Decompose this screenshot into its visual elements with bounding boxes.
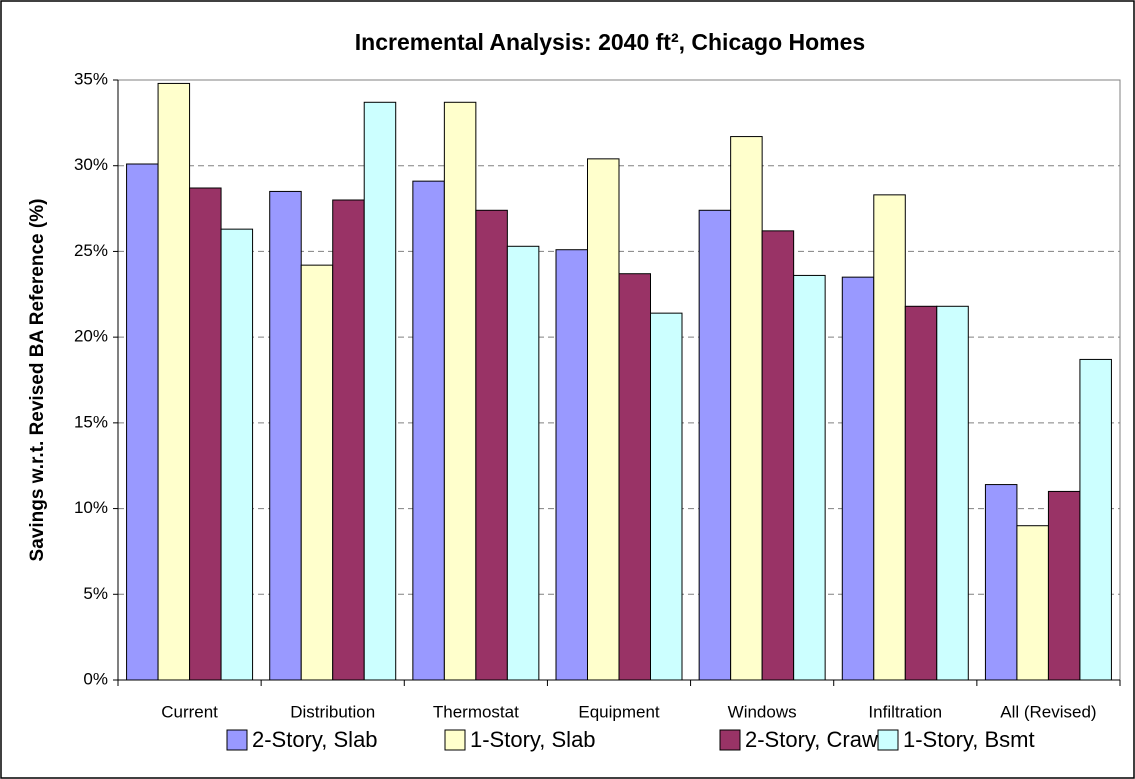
x-tick-label: Infiltration xyxy=(868,702,942,721)
bar xyxy=(269,190,302,681)
bar xyxy=(555,249,588,681)
bar xyxy=(189,187,222,681)
legend-label: 2-Story, Slab xyxy=(252,727,378,752)
bar xyxy=(506,245,540,681)
chart-title: Incremental Analysis: 2040 ft², Chicago … xyxy=(355,29,865,55)
y-tick-label: 20% xyxy=(74,327,108,346)
bar xyxy=(157,82,191,681)
bar xyxy=(363,101,397,681)
y-tick-label: 10% xyxy=(74,498,108,517)
bar xyxy=(443,101,477,681)
y-tick-label: 35% xyxy=(74,69,108,88)
bar xyxy=(1016,525,1049,681)
bar xyxy=(761,230,795,681)
bar xyxy=(841,276,875,681)
bar xyxy=(984,484,1018,681)
bar xyxy=(936,305,969,681)
bar xyxy=(618,273,651,681)
bar xyxy=(730,136,763,681)
bar xyxy=(300,264,334,681)
bar xyxy=(650,312,683,681)
y-tick-label: 0% xyxy=(83,669,108,688)
legend-swatch xyxy=(719,729,741,751)
bar xyxy=(587,158,620,681)
legend-label: 2-Story, Crawl xyxy=(745,727,883,752)
x-tick-label: Windows xyxy=(728,702,797,721)
bar xyxy=(1079,358,1112,681)
x-tick-label: All (Revised) xyxy=(1000,702,1096,721)
legend-label: 1-Story, Bsmt xyxy=(903,727,1035,752)
bar xyxy=(698,209,732,681)
y-tick-label: 30% xyxy=(74,155,108,174)
bar xyxy=(904,305,938,681)
bar xyxy=(475,209,508,681)
bar xyxy=(220,228,254,681)
x-tick-label: Thermostat xyxy=(433,702,519,721)
y-axis-label: Savings w.r.t. Revised BA Reference (%) xyxy=(27,199,48,562)
legend-swatch xyxy=(444,729,466,751)
bar xyxy=(1047,490,1081,681)
y-tick-label: 5% xyxy=(83,584,108,603)
x-tick-label: Current xyxy=(161,702,218,721)
y-tick-label: 15% xyxy=(74,412,108,431)
x-tick-label: Distribution xyxy=(290,702,375,721)
legend-swatch xyxy=(226,729,248,751)
legend-label: 1-Story, Slab xyxy=(470,727,596,752)
x-tick-label: Equipment xyxy=(578,702,660,721)
legend-swatch xyxy=(877,729,899,751)
y-tick-label: 25% xyxy=(74,241,108,260)
bar xyxy=(126,163,159,681)
bar xyxy=(332,199,365,681)
bar xyxy=(412,180,445,681)
bar xyxy=(873,194,906,681)
bar xyxy=(793,274,826,681)
